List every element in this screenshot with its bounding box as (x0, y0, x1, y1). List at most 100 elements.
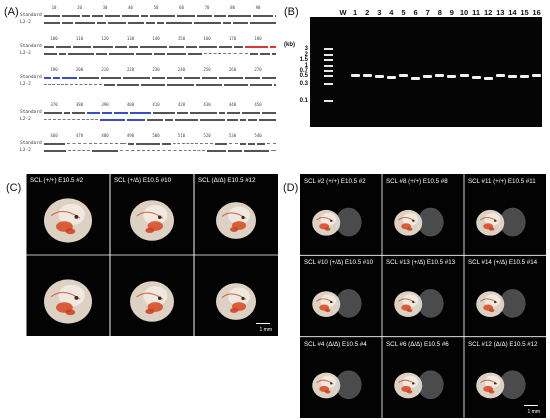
scale-label: 1 mm (259, 327, 273, 333)
alignment-row-label: L2-2 (20, 148, 31, 153)
sequence-segment (122, 15, 139, 17)
yolk-sac (335, 289, 362, 318)
ruler-mark: 220 (126, 67, 135, 72)
embryo-vessel (324, 227, 331, 231)
gel-kb-title: (kb) (284, 42, 295, 48)
panel-c-letter: (C) (6, 182, 22, 194)
alignment-sequence (44, 51, 278, 56)
gel-lane-label: 12 (484, 8, 493, 17)
sequence-segment (67, 143, 92, 144)
sequence-segment (162, 143, 171, 145)
sequence-segment (167, 53, 186, 55)
sample-band (362, 74, 372, 77)
embryo-eye (494, 382, 497, 385)
sequence-segment (250, 22, 276, 24)
embryo-head (402, 213, 419, 226)
sequence-segment (142, 150, 155, 151)
alignment-sequence (44, 75, 278, 80)
ruler-mark: 440 (228, 102, 237, 107)
embryo (44, 198, 92, 243)
embryo-eye (241, 296, 245, 301)
ruler-mark: 70 (204, 5, 210, 10)
sequence-segment (127, 119, 145, 121)
sequence-segment (57, 84, 68, 85)
embryo-vessel (406, 390, 413, 394)
embryo-head (228, 206, 250, 225)
sequence-segment (257, 143, 265, 145)
sequence-segment (248, 143, 255, 145)
alignment-row: L2-2 (20, 82, 278, 88)
alignment-row: Standard (20, 110, 278, 116)
ladder-band (324, 75, 333, 78)
ladder-band (324, 48, 333, 50)
embryo-label: SCL #2 (+/+) E10.5 #2 (304, 178, 366, 185)
yolk-sac (417, 289, 444, 318)
sequence-segment (44, 46, 54, 48)
sequence-segment (242, 112, 260, 114)
sequence-segment (141, 15, 148, 17)
ruler-mark: 240 (177, 67, 186, 72)
sequence-segment (214, 15, 226, 17)
sequence-segment (219, 77, 243, 79)
sequence-segment (68, 53, 94, 55)
sequence-segment (62, 15, 80, 17)
embryo-eye (494, 300, 497, 304)
embryo-head (320, 375, 337, 389)
alignment-row-label: L2-2 (20, 51, 31, 56)
gel-lane-label: 2 (365, 8, 370, 17)
ruler-mark: 270 (254, 67, 262, 72)
sequence-segment (92, 150, 118, 152)
sequence-segment (233, 22, 248, 24)
yolk-sac (499, 207, 526, 237)
sequence-segment (128, 22, 144, 24)
sequence-segment (184, 150, 191, 151)
alignment-row: Standard (20, 75, 278, 81)
sample-band (520, 75, 529, 78)
gel-lane-label: 14 (508, 8, 517, 17)
ruler-mark: 100 (50, 36, 58, 41)
embryo (130, 200, 174, 241)
scale-bar (524, 404, 538, 406)
sequence-segment (146, 22, 155, 24)
ruler-mark: 450 (254, 102, 262, 107)
yolk-sac (499, 370, 526, 400)
embryo-label: SCL #8 (+/+) E10.5 #8 (386, 178, 448, 185)
alignment-row-label: Standard (20, 141, 42, 146)
sequence-segment (68, 150, 90, 151)
sequence-segment (167, 77, 182, 79)
sequence-segment (200, 143, 213, 144)
gel-lane-label: 4 (389, 8, 394, 17)
embryo-label: SCL #12 (Δ/Δ) E10.5 #12 (468, 340, 538, 348)
sequence-segment (228, 150, 242, 152)
embryo (394, 207, 444, 237)
sample-band (423, 75, 433, 78)
sequence-segment (120, 143, 126, 144)
ruler-mark: 260 (228, 67, 237, 72)
sequence-segment (186, 46, 197, 48)
sequence-segment (44, 15, 60, 17)
embryo (476, 207, 526, 237)
sequence-segment (59, 53, 66, 55)
embryo (312, 207, 362, 237)
sequence-segment (150, 15, 175, 17)
embryo-eye (74, 295, 79, 300)
sample-band (374, 75, 384, 78)
sequence-segment (128, 143, 134, 145)
sequence-segment (177, 15, 195, 17)
ruler-mark: 50 (153, 5, 159, 10)
sequence-segment (270, 46, 276, 48)
sequence-segment (64, 112, 70, 114)
ruler-mark: 10 (51, 5, 57, 10)
embryo-head (402, 294, 419, 307)
ruler-mark: 500 (152, 133, 160, 138)
ruler-mark: 480 (101, 133, 109, 138)
embryo-vessel (488, 227, 495, 231)
embryo-head (320, 213, 337, 226)
sequence-segment (120, 150, 140, 151)
sequence-segment (94, 84, 102, 85)
sequence-segment (244, 150, 269, 152)
sample-band (459, 74, 469, 77)
ruler-mark: 30 (102, 5, 108, 10)
panel-d-images (300, 174, 546, 418)
sample-band (495, 74, 505, 77)
